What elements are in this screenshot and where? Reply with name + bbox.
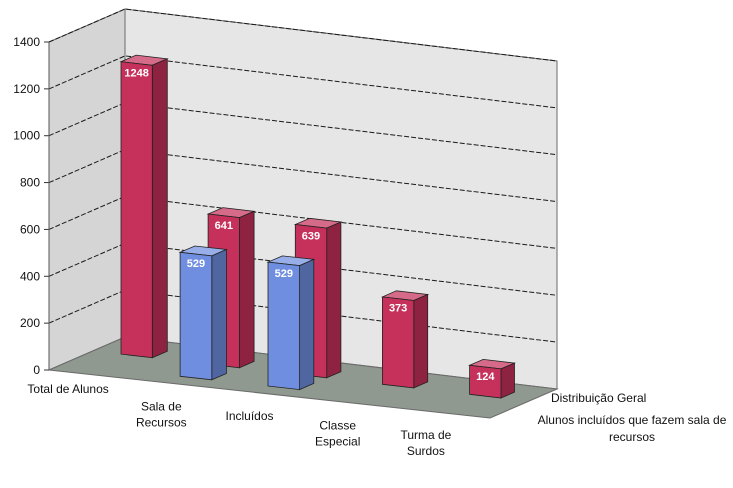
bar-side (299, 258, 315, 391)
depth-label: Distribuição Geral (551, 391, 646, 405)
bar-front (267, 261, 301, 391)
category-label: Sala de (141, 399, 182, 413)
depth-label: recursos (609, 430, 655, 444)
depth-axis: Distribuição Geral Alunos incluídos que f… (538, 391, 727, 444)
gridline (48, 102, 558, 156)
bar-side (500, 362, 515, 399)
data-label: 529 (275, 268, 293, 280)
x-axis: Total de Alunos Sala de Recursos Incluídos C… (27, 382, 451, 458)
category-label: Recursos (136, 415, 187, 429)
bar: 124 (468, 358, 517, 399)
data-label: 641 (215, 220, 233, 232)
category-label: Classe (319, 419, 356, 433)
bar-front (120, 61, 153, 359)
side-wall (48, 8, 126, 371)
category-label: Total de Alunos (27, 382, 108, 396)
data-label: 124 (476, 371, 495, 383)
category-label: Turma de (400, 428, 451, 442)
bar-side (326, 221, 342, 379)
bar: 529 (178, 245, 228, 381)
bar-side (151, 58, 168, 359)
bar-front (179, 251, 213, 381)
category-label: Surdos (407, 444, 445, 458)
y-tick-label: 1200 (13, 82, 40, 96)
y-tick-label: 400 (20, 269, 40, 283)
data-label: 373 (389, 303, 407, 315)
gridline (48, 149, 558, 203)
gridline (48, 242, 558, 296)
bars: 1248 641 639 373 124 529 529 (119, 54, 517, 399)
data-label: 639 (302, 230, 320, 242)
gridline (48, 8, 558, 62)
bar-front (469, 364, 502, 399)
y-axis: 0 200 400 600 800 1000 1200 1400 (13, 35, 50, 377)
bar: 1248 (119, 54, 169, 359)
bar: 529 (266, 255, 316, 391)
bar-side (239, 210, 255, 369)
data-label: 529 (187, 258, 205, 270)
data-label: 1248 (124, 68, 148, 80)
bar: 373 (380, 290, 430, 389)
y-tick-label: 800 (20, 176, 40, 190)
bar-side (211, 248, 227, 381)
y-tick-label: 1000 (13, 129, 40, 143)
bar-side (413, 293, 429, 389)
category-label: Incluídos (225, 409, 273, 423)
y-tick-label: 1400 (13, 35, 40, 49)
y-tick-label: 600 (20, 222, 40, 236)
y-tick-label: 0 (33, 363, 40, 377)
depth-label: Alunos incluídos que fazem sala de (538, 413, 727, 427)
y-tick-label: 200 (20, 316, 40, 330)
bar-front (381, 296, 415, 389)
gridline (48, 195, 558, 249)
category-label: Especial (315, 435, 360, 449)
gridline (48, 55, 558, 109)
